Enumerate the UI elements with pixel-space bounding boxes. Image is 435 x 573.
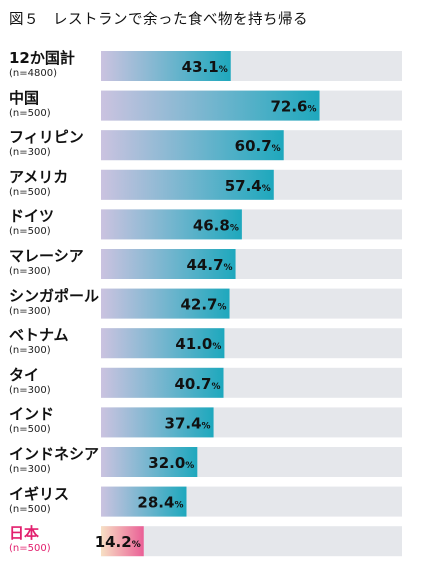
bar (101, 367, 224, 398)
title-text: レストランで余った食べ物を持ち帰る (53, 12, 308, 28)
sample-size-label: (n=500) (9, 226, 51, 238)
bar-value-label: 72.6% (270, 98, 316, 116)
category-label: マレーシア (9, 247, 84, 265)
sample-size-label: (n=300) (9, 345, 51, 357)
bar (101, 90, 320, 121)
category-label: インド (9, 405, 55, 424)
bar-value-label: 57.4% (225, 177, 271, 195)
bar (101, 288, 230, 319)
bar-value-label: 46.8% (193, 216, 239, 234)
sample-size-label: (n=300) (9, 305, 51, 317)
category-label: アメリカ (9, 167, 69, 186)
bar-value-label: 60.7% (235, 137, 281, 155)
sample-size-label: (n=300) (9, 384, 51, 396)
figure-number: 図５ (9, 12, 39, 28)
bar-value-label: 43.1% (182, 58, 228, 76)
bar-value-label: 40.7% (174, 375, 220, 393)
sample-size-label: (n=500) (9, 186, 51, 198)
category-label: ドイツ (9, 207, 55, 226)
sample-size-label: (n=500) (9, 107, 51, 119)
category-label: シンガポール (9, 286, 100, 305)
category-label: ベトナム (9, 326, 69, 345)
sample-size-label: (n=300) (9, 147, 51, 159)
bar (101, 51, 231, 81)
category-label: タイ (9, 365, 40, 384)
category-label: フィリピン (9, 128, 84, 147)
bar (101, 209, 242, 240)
category-label: 12か国計 (9, 49, 75, 67)
sample-size-label: (n=500) (9, 503, 51, 515)
bar-value-label: 44.7% (187, 256, 233, 274)
bar (101, 130, 284, 161)
bar (101, 447, 198, 477)
sample-size-label: (n=500) (9, 543, 51, 555)
bar-value-label: 28.4% (137, 494, 183, 512)
bar (101, 169, 274, 200)
chart-title: 図５ レストランで余った食べ物を持ち帰る (9, 8, 308, 29)
bar (101, 407, 214, 438)
bar (101, 328, 225, 359)
sample-size-label: (n=4800) (9, 68, 57, 79)
sample-size-label: (n=300) (9, 266, 51, 277)
category-label: 中国 (9, 88, 40, 107)
category-label: イギリス (9, 484, 70, 503)
sample-size-label: (n=500) (9, 424, 51, 436)
bar (101, 526, 144, 557)
bar-value-label: 42.7% (180, 296, 226, 314)
bar (101, 249, 236, 279)
bar-value-label: 41.0% (175, 335, 221, 353)
bar-value-label: 14.2% (95, 533, 141, 551)
bar-value-label: 32.0% (148, 454, 194, 472)
bar-value-label: 37.4% (165, 414, 211, 432)
category-label: 日本 (9, 524, 40, 543)
bar (101, 486, 187, 517)
category-label: インドネシア (9, 445, 100, 463)
sample-size-label: (n=300) (9, 464, 51, 475)
bar-track (101, 526, 402, 557)
